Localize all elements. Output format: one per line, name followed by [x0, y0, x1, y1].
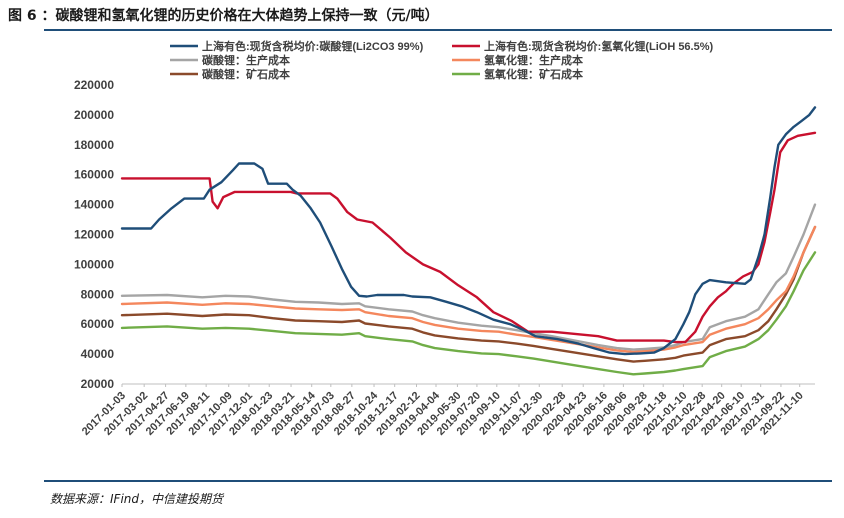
- legend-label: 上海有色:现货含税均价:碳酸锂(Li2CO3 99%): [202, 39, 424, 53]
- series-line-1: [120, 131, 817, 344]
- y-tick-label: 160000: [74, 168, 114, 182]
- legend-label: 氢氧化锂：生产成本: [484, 53, 583, 67]
- bottom-rule: [44, 480, 832, 482]
- series-line-0: [120, 106, 817, 356]
- legend-label: 碳酸锂：矿石成本: [202, 67, 290, 81]
- y-tick-label: 80000: [81, 287, 115, 301]
- y-tick-label: 180000: [74, 138, 114, 152]
- y-tick-label: 220000: [74, 78, 114, 92]
- series-line-2: [120, 203, 817, 351]
- y-tick-label: 140000: [74, 198, 114, 212]
- y-tick-label: 40000: [81, 347, 115, 361]
- line-chart: 上海有色:现货含税均价:碳酸锂(Li2CO3 99%) 上海有色:现货含税均价:氢…: [74, 39, 817, 438]
- y-tick-label: 200000: [74, 108, 114, 122]
- y-tick-label: 20000: [81, 377, 115, 391]
- series-layer: [120, 106, 817, 376]
- legend-label: 氢氧化锂：矿石成本: [484, 67, 583, 81]
- figure-title: 图 6 ：碳酸锂和氢氧化锂的历史价格在大体趋势上保持一致（元/吨）: [8, 8, 439, 24]
- legend-label: 上海有色:现货含税均价:氢氧化锂(LiOH 56.5%): [484, 39, 714, 53]
- top-rule: [44, 29, 832, 31]
- series-line-3: [120, 225, 817, 354]
- y-axis: 20000 40000 60000 80000 100000 120000 140000 16…: [74, 78, 114, 391]
- legend-label: 碳酸锂：生产成本: [202, 53, 290, 67]
- y-tick-label: 60000: [81, 317, 115, 331]
- series-line-5: [120, 251, 817, 376]
- series-line-4: [120, 225, 817, 363]
- legend: 上海有色:现货含税均价:碳酸锂(Li2CO3 99%) 上海有色:现货含税均价:氢…: [170, 39, 714, 81]
- x-axis: 2017-01-032017-03-022017-04-272017-06-19…: [80, 383, 815, 438]
- y-tick-label: 120000: [74, 228, 114, 242]
- y-tick-label: 100000: [74, 257, 114, 271]
- source-note: 数据来源：IFind，中信建投期货: [50, 492, 223, 506]
